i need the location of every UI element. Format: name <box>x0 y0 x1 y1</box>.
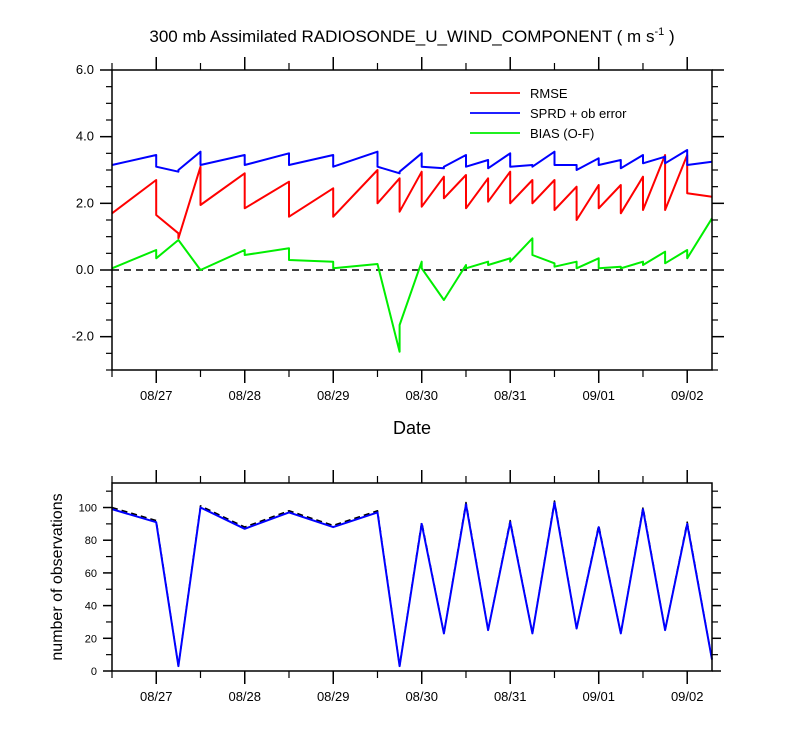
x-tick-label: 08/29 <box>317 388 350 403</box>
y-tick-label: 100 <box>79 503 97 515</box>
y-tick-label: 0 <box>91 666 97 678</box>
x-tick-label: 09/02 <box>671 388 704 403</box>
series-line-bias-o-f <box>111 217 713 353</box>
y-tick-label: 80 <box>85 535 97 547</box>
legend-label-rmse: RMSE <box>530 86 568 101</box>
y-tick-label: 4.0 <box>76 129 94 144</box>
x-tick-label: 09/01 <box>582 388 615 403</box>
y-tick-label: 0.0 <box>76 262 94 277</box>
x-tick-label: 08/31 <box>494 388 527 403</box>
x-tick-label: 09/02 <box>671 689 704 704</box>
y-tick-label: 6.0 <box>76 62 94 77</box>
y-tick-label: 20 <box>85 633 97 645</box>
x-tick-label: 08/31 <box>494 689 527 704</box>
x-tick-label: 08/30 <box>405 388 438 403</box>
bottom-panel: 08/27 08/28 08/29 08/30 08/31 09/01 09/02 0 20 40… <box>49 470 721 704</box>
x-tick-label: 09/01 <box>582 689 615 704</box>
x-tick-label: 08/28 <box>228 388 261 403</box>
x-tick-label: 08/27 <box>140 388 173 403</box>
x-tick-label: 08/27 <box>140 689 173 704</box>
series-line-observations <box>111 501 713 668</box>
plot-frame <box>111 482 713 672</box>
x-tick-label: 08/29 <box>317 689 350 704</box>
y-tick-label: 40 <box>85 601 97 613</box>
legend-label-sprd-ob-error: SPRD + ob error <box>530 106 627 121</box>
y-axis-label: number of observations <box>49 493 66 660</box>
y-tick-label: -2.0 <box>72 329 94 344</box>
x-tick-label: 08/30 <box>405 689 438 704</box>
top-panel: 08/27 08/28 08/29 08/30 08/31 09/01 09/02 -2.0 0… <box>72 57 724 438</box>
y-tick-label: 2.0 <box>76 195 94 210</box>
x-axis-label: Date <box>393 418 431 438</box>
x-tick-label: 08/28 <box>228 689 261 704</box>
y-tick-label: 60 <box>85 568 97 580</box>
series-line-rmse <box>111 154 713 240</box>
chart-title: 300 mb Assimilated RADIOSONDE_U_WIND_COM… <box>149 26 674 46</box>
legend-label-bias-o-f: BIAS (O-F) <box>530 126 594 141</box>
series-line-sprd-ob-error <box>111 149 713 175</box>
